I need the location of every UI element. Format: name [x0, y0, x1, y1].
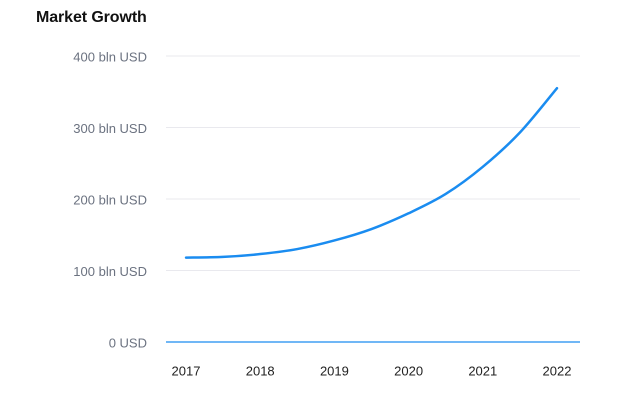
- y-tick-label: 100 bln USD: [73, 264, 147, 279]
- x-tick-label: 2020: [394, 363, 423, 378]
- x-tick-label: 2018: [246, 363, 275, 378]
- y-tick-label: 200 bln USD: [73, 192, 147, 207]
- x-tick-label: 2019: [320, 363, 349, 378]
- series-line: [184, 86, 559, 259]
- y-tick-label: 400 bln USD: [73, 49, 147, 64]
- y-tick-label: 300 bln USD: [73, 121, 147, 136]
- x-tick-label: 2017: [172, 363, 201, 378]
- x-tick-label: 2021: [468, 363, 497, 378]
- y-tick-label: 0 USD: [109, 335, 147, 350]
- x-tick-label: 2022: [543, 363, 572, 378]
- chart-title: Market Growth: [36, 9, 147, 26]
